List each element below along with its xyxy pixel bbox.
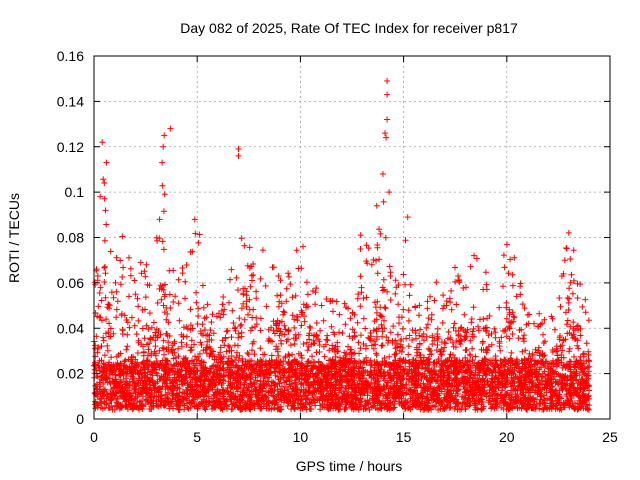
roti-point [103,159,110,166]
y-tick-label: 0.06 [57,275,84,291]
y-tick-label: 0 [76,411,84,427]
roti-point [373,202,380,209]
y-axis-label: ROTI / TECUs [6,193,22,283]
roti-point [159,159,166,166]
roti-point [379,170,386,177]
x-tick-label: 10 [293,429,309,445]
roti-point [404,214,411,221]
y-tick-label: 0.04 [57,320,84,336]
y-tick-label: 0.14 [57,93,84,109]
x-tick-label: 25 [602,429,618,445]
roti-point [160,143,167,150]
roti-point-cloud [91,176,593,413]
chart-title: Day 082 of 2025, Rate Of TEC Index for r… [180,20,518,36]
roti-point [235,152,242,159]
roti-point [382,130,389,137]
roti-point [383,134,390,141]
y-tick-label: 0.12 [57,139,84,155]
roti-point [386,189,393,196]
data-points [91,77,593,413]
y-tick-label: 0.16 [57,48,84,64]
roti-point [161,132,168,139]
x-tick-label: 20 [499,429,515,445]
x-tick-label: 15 [396,429,412,445]
x-tick-label: 5 [193,429,201,445]
roti-point [384,77,391,84]
x-tick-label: 0 [90,429,98,445]
roti-point [97,193,104,200]
y-tick-label: 0.1 [65,184,85,200]
roti-point [101,180,108,187]
roti-point [384,91,391,98]
grid [94,56,610,419]
y-tick-label: 0.08 [57,230,84,246]
x-axis-label: GPS time / hours [296,458,403,474]
roti-point [235,146,242,153]
roti-point [167,125,174,132]
axis-ticks: 0 5 10 15 20 25 0 0.02 0.04 0.06 0.08 0.1 0.12 0.14 0.… [57,48,618,445]
y-tick-label: 0.02 [57,366,84,382]
roti-point [99,139,106,146]
roti-point [384,116,391,123]
